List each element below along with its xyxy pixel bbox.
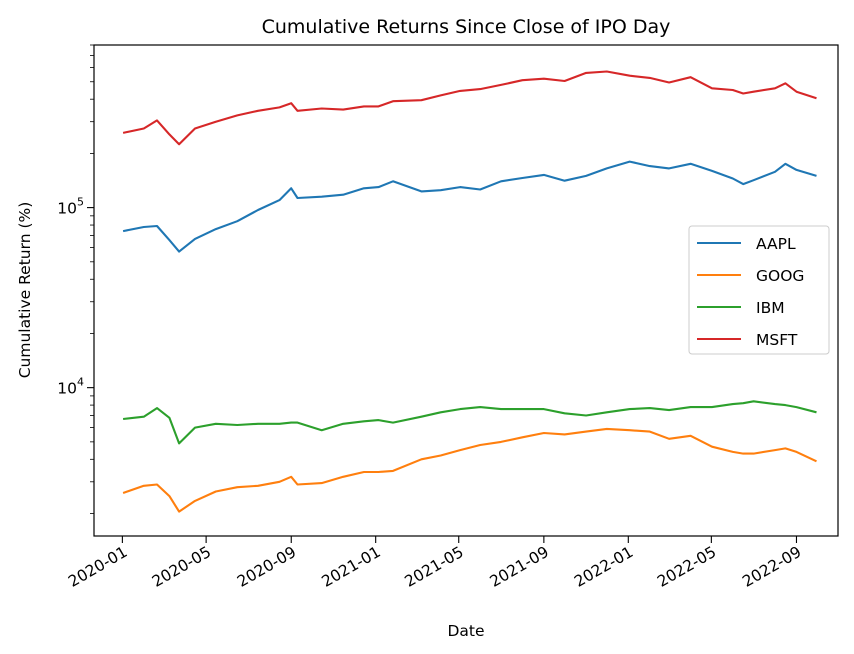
- legend-box: [688, 225, 830, 355]
- plot-frame: [93, 44, 839, 537]
- x-tick-label: 2021-05: [402, 543, 467, 591]
- x-tick-label: 2021-01: [319, 543, 384, 591]
- x-tick-label: 2022-05: [654, 543, 719, 591]
- series-line-aapl: [122, 160, 817, 253]
- legend-label-goog: GOOG: [756, 267, 804, 285]
- x-tick-label: 2022-09: [739, 543, 804, 591]
- series-layer: [122, 70, 817, 513]
- legend: AAPL GOOG IBM MSFT: [688, 225, 830, 355]
- legend-label-ibm: IBM: [756, 299, 785, 317]
- x-axis-label: Date: [447, 622, 484, 640]
- series-line-ibm: [122, 400, 817, 445]
- legend-label-msft: MSFT: [756, 331, 798, 349]
- x-tick-label: 2021-09: [487, 543, 552, 591]
- series-line-goog: [122, 427, 817, 513]
- x-tick-label: 2022-01: [571, 543, 636, 591]
- x-tick-label: 2020-01: [65, 543, 130, 591]
- legend-label-aapl: AAPL: [756, 235, 796, 253]
- y-axis: 104 105: [57, 44, 94, 514]
- y-tick-label: 105: [57, 196, 84, 218]
- y-tick-label: 104: [57, 376, 84, 398]
- y-axis-label: Cumulative Return (%): [16, 202, 34, 379]
- chart-title: Cumulative Returns Since Close of IPO Da…: [262, 16, 671, 38]
- x-tick-label: 2020-05: [149, 543, 214, 591]
- x-axis: 2020-01 2020-05 2020-09 2021-01 2021-05 2021-…: [65, 536, 804, 591]
- series-line-msft: [122, 70, 817, 146]
- x-tick-label: 2020-09: [234, 543, 299, 591]
